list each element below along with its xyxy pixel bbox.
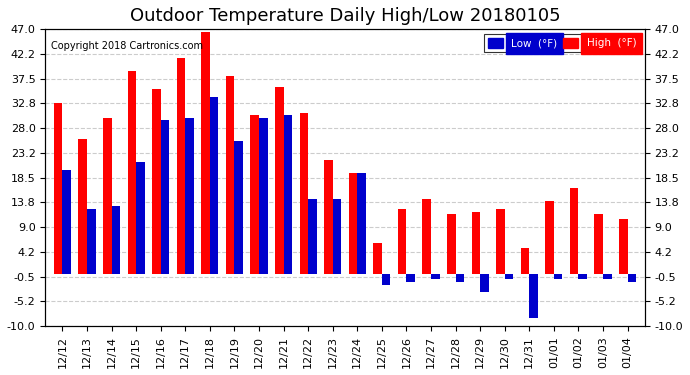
Bar (79, 139, 87, 274)
Bar (406, 274, 415, 282)
Text: Copyright 2018 Cartronics.com: Copyright 2018 Cartronics.com (51, 41, 204, 51)
Bar (504, 274, 513, 279)
Bar (627, 274, 636, 282)
Bar (275, 87, 284, 274)
Bar (161, 120, 169, 274)
Bar (619, 219, 627, 274)
Bar (152, 89, 161, 274)
Bar (422, 199, 431, 274)
Bar (480, 274, 489, 292)
Bar (210, 97, 219, 274)
Bar (603, 274, 611, 279)
Bar (431, 274, 440, 279)
Bar (471, 211, 480, 274)
Bar (324, 159, 333, 274)
Bar (578, 274, 587, 279)
Legend: Low  (°F), High  (°F): Low (°F), High (°F) (484, 34, 640, 52)
Bar (570, 188, 578, 274)
Bar (333, 199, 342, 274)
Bar (186, 118, 194, 274)
Bar (447, 214, 455, 274)
Bar (382, 274, 391, 285)
Bar (63, 170, 71, 274)
Bar (136, 162, 145, 274)
Bar (250, 115, 259, 274)
Bar (177, 58, 186, 274)
Bar (54, 103, 63, 274)
Bar (87, 209, 96, 274)
Bar (226, 76, 235, 274)
Bar (398, 209, 406, 274)
Bar (201, 32, 210, 274)
Title: Outdoor Temperature Daily High/Low 20180105: Outdoor Temperature Daily High/Low 20180… (130, 7, 560, 25)
Bar (348, 172, 357, 274)
Bar (259, 118, 268, 274)
Bar (521, 248, 529, 274)
Bar (373, 243, 382, 274)
Bar (284, 115, 292, 274)
Bar (299, 112, 308, 274)
Bar (308, 199, 317, 274)
Bar (235, 141, 243, 274)
Bar (496, 209, 504, 274)
Bar (455, 274, 464, 282)
Bar (103, 118, 112, 274)
Bar (554, 274, 562, 279)
Bar (357, 172, 366, 274)
Bar (112, 206, 120, 274)
Bar (545, 201, 554, 274)
Bar (128, 71, 136, 274)
Bar (529, 274, 538, 318)
Bar (594, 214, 603, 274)
